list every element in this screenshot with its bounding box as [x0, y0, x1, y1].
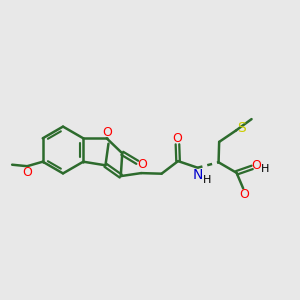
Text: O: O: [22, 166, 32, 179]
Text: O: O: [172, 132, 182, 145]
Text: H: H: [203, 175, 212, 185]
Text: S: S: [238, 121, 246, 135]
Text: O: O: [239, 188, 249, 202]
Text: O: O: [252, 159, 262, 172]
Text: H: H: [261, 164, 270, 174]
Text: O: O: [137, 158, 147, 171]
Text: O: O: [103, 126, 112, 139]
Text: N: N: [193, 168, 203, 182]
